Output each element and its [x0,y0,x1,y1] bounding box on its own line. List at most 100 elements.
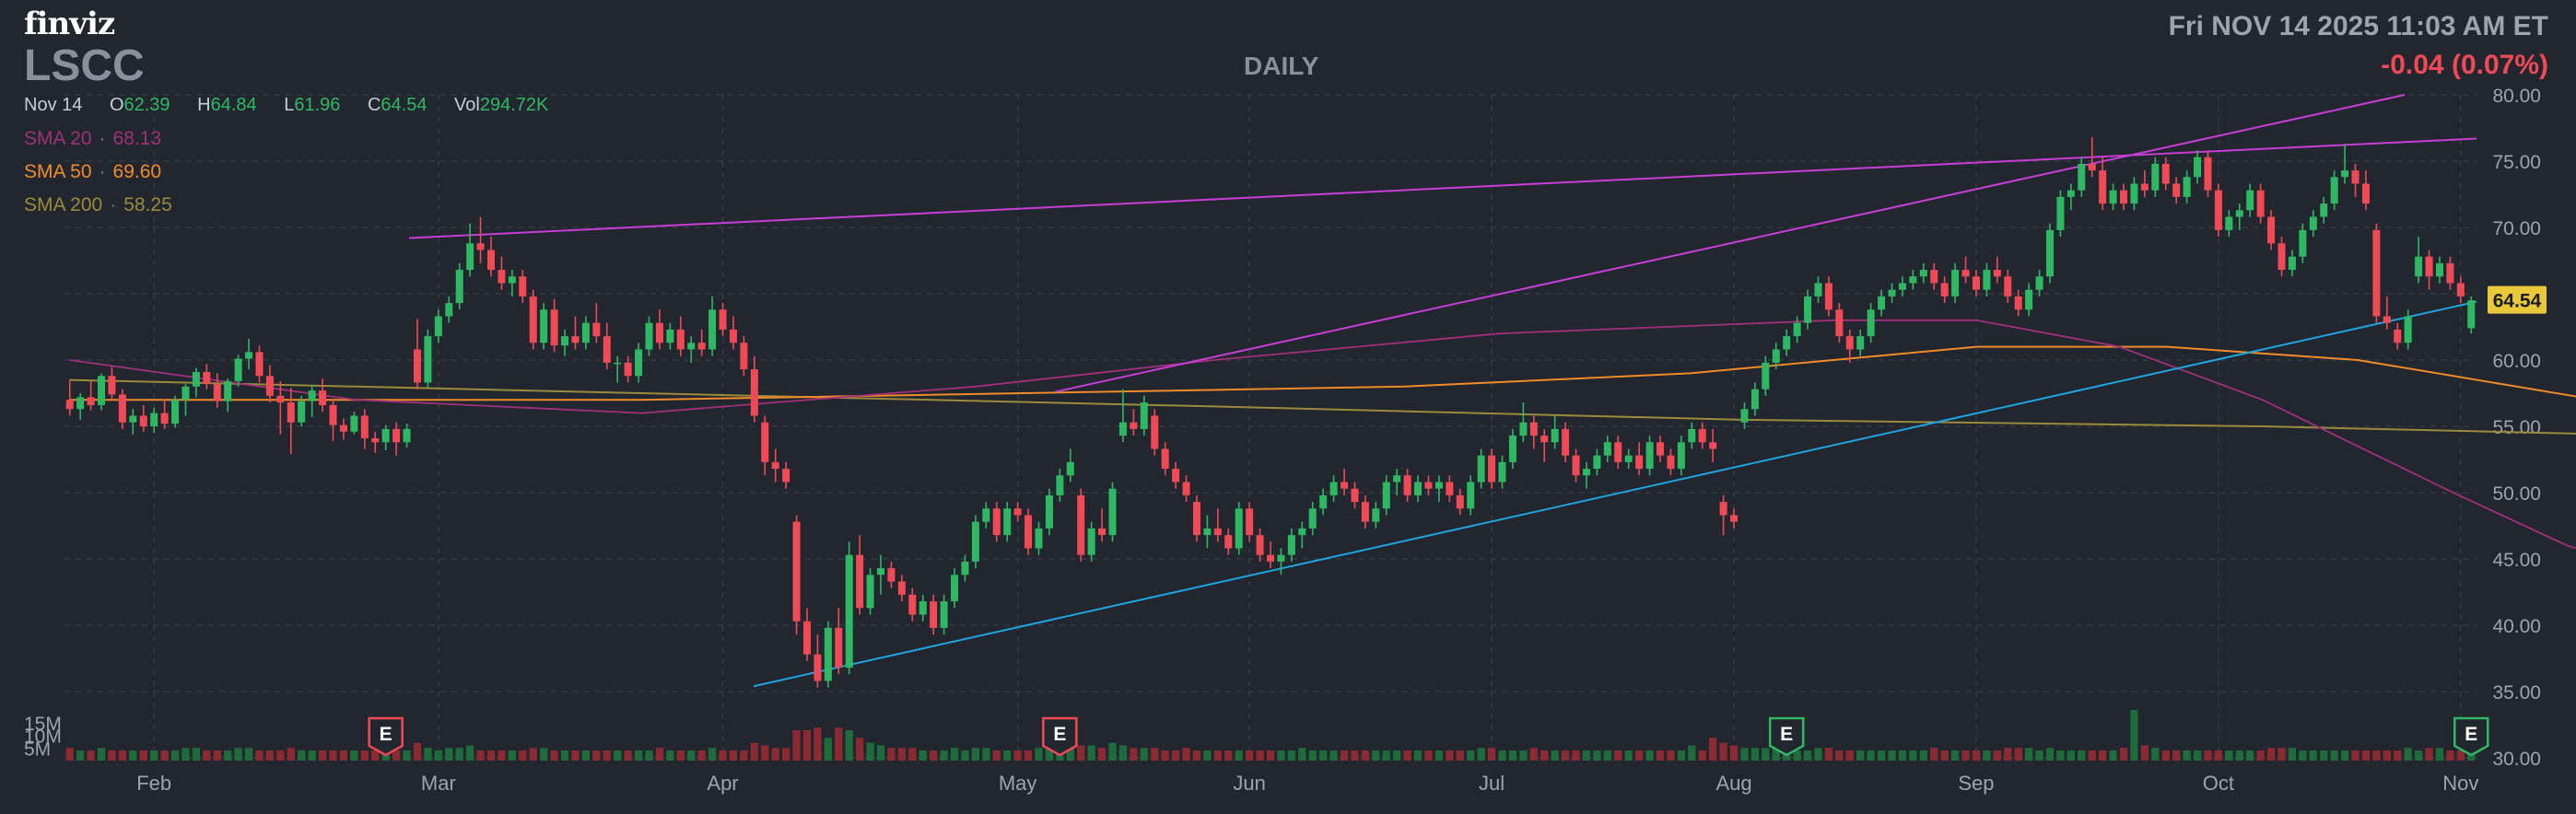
candle-body [1013,508,1022,516]
candle-body [1888,289,1896,297]
volume-bar [1888,750,1896,761]
volume-bar [1035,748,1043,761]
candle-body [1087,528,1095,555]
volume-bar [1308,750,1317,761]
volume-bar [2425,748,2433,761]
candle-body [1351,488,1359,503]
candle-body [603,336,611,363]
candle-body [1551,428,1559,443]
candle-body [160,413,169,424]
volume-bar [1256,750,1264,761]
candle-body [761,422,769,462]
volume-bar [624,750,632,761]
candle [2214,183,2222,238]
candle [1266,541,1275,569]
volume-bar [1013,750,1022,761]
volume-bar [276,750,285,761]
volume-bar [560,750,569,761]
candle-body [413,349,421,383]
candle-body [108,376,116,395]
volume-bar [2415,750,2423,761]
volume-bar [1972,750,1981,761]
candle-body [982,508,990,522]
volume-bar [571,750,580,761]
volume-bar [1898,750,1907,761]
sma200-legend[interactable]: SMA 200 · 58.25 [24,194,172,215]
candle-body [1298,528,1306,536]
candle [2425,250,2433,290]
volume-bar [666,750,674,761]
candle [771,448,779,483]
volume-bar [919,750,927,761]
volume-bar [2035,750,2043,761]
candle-body [1940,283,1949,297]
candle-body [2361,183,2370,204]
candle [2246,183,2254,217]
volume-value: 294.72K [479,95,549,115]
volume-bar [2088,750,2096,761]
candle-body [1266,554,1275,562]
candle [645,316,653,356]
finviz-logo[interactable]: finviz [24,6,115,42]
candle [319,378,327,413]
y-tick-label: 60.00 [2492,351,2541,372]
volume-bar [2151,748,2160,761]
candle-body [561,336,569,346]
sma50-legend[interactable]: SMA 50 · 69.60 [24,161,162,182]
candle-body [498,270,506,284]
candle-body [265,376,274,396]
candle-body [2372,229,2381,317]
candle [2025,283,2033,317]
volume-bar [170,750,180,761]
candle-body [1835,309,1844,337]
candle [2361,170,2370,211]
volume-bar [203,750,211,761]
volume-bar [466,745,474,761]
candle-body [98,376,106,405]
volume-bar [2246,750,2254,761]
candle-body [519,276,527,297]
volume-bar [329,750,337,761]
candle-body [445,303,453,317]
volume-bar [265,750,275,761]
volume-bar [1709,738,1717,761]
candle [1709,428,1717,462]
candle-body [339,424,347,432]
candle [761,415,769,476]
candle-body [1508,436,1516,462]
candle [1035,521,1043,555]
volume-bar [1751,748,1760,761]
sma50-value: 69.60 [112,161,162,182]
sma20-legend[interactable]: SMA 20 · 68.13 [24,128,162,149]
candle-body [1056,475,1064,495]
candle-body [1161,448,1169,470]
volume-bar [2288,748,2297,761]
candle [687,336,696,363]
candle [224,378,232,413]
candle [2404,309,2412,350]
candle [2130,177,2138,211]
volume-bar [835,727,843,761]
candle-body [1688,428,1696,443]
y-tick-label: 70.00 [2492,218,2541,239]
candle-body [1772,349,1780,363]
candle [2235,204,2243,230]
candle [1909,270,1917,290]
candle [108,366,116,401]
candle-body [2435,262,2443,277]
candle [655,309,663,350]
candle [403,424,411,448]
volume-bar [781,748,790,761]
candle-body [319,390,327,405]
candle [697,329,706,356]
candle [2394,322,2402,350]
candle-body [951,575,959,602]
candle [2320,196,2328,224]
volume-bar [2235,750,2243,761]
volume-bar [802,730,812,761]
candle [455,262,463,310]
candle [635,343,643,383]
candle-body [255,352,263,377]
volume-bar [65,748,74,761]
